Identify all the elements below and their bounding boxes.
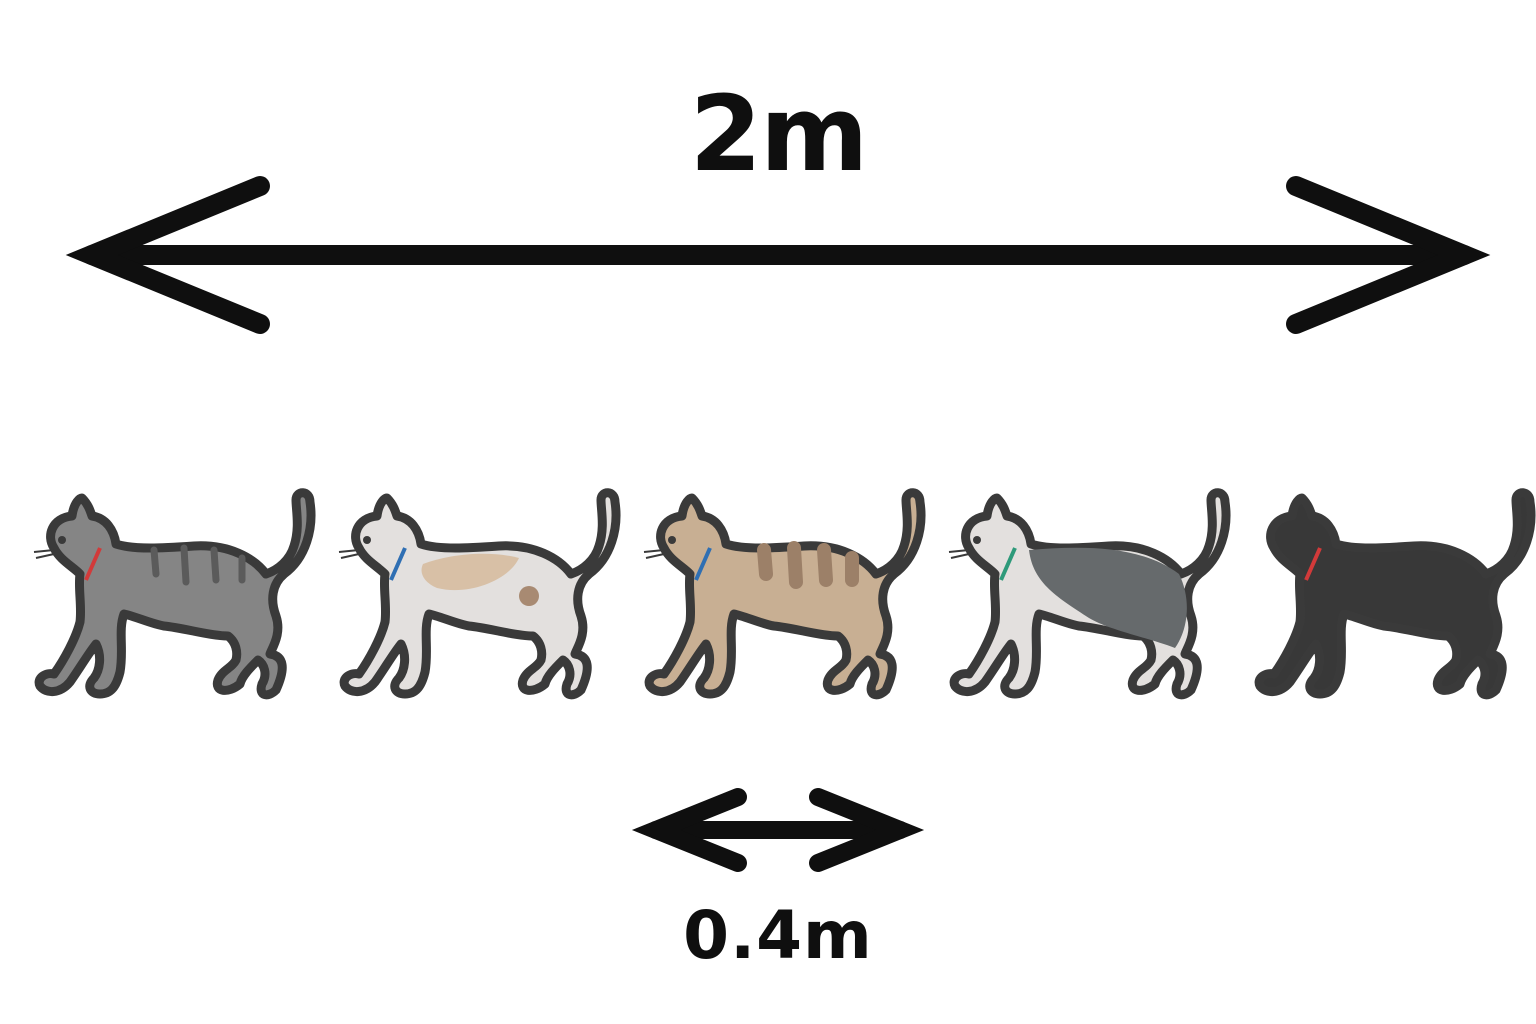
spacing-arrow <box>631 788 925 872</box>
cat-whisker <box>35 553 55 559</box>
cat-eye <box>58 536 66 544</box>
cat-collar <box>389 547 407 581</box>
cat-collar <box>1304 547 1322 581</box>
fur-stripe <box>150 546 160 578</box>
fur-stripe <box>787 541 803 589</box>
cat-collar <box>694 547 712 581</box>
cat-eye <box>973 536 981 544</box>
cat-whisker <box>950 553 970 559</box>
fur-stripe <box>817 543 833 587</box>
cat-body <box>649 493 921 695</box>
cat-whisker <box>338 549 360 553</box>
calico-cat <box>338 493 616 695</box>
orange-tabby-cat <box>643 493 921 695</box>
cat-eye <box>668 536 676 544</box>
fur-patch <box>421 553 519 591</box>
cats-row <box>33 493 1531 695</box>
spacing-label: 0.4m <box>683 897 873 974</box>
fur-stripe <box>757 543 773 581</box>
cat-whisker <box>340 553 360 559</box>
cat-collar <box>999 547 1017 581</box>
cat-whisker <box>33 549 55 553</box>
cat-whisker <box>645 553 665 559</box>
fur-stripe <box>180 544 190 586</box>
fur-stripe <box>210 546 220 584</box>
black-cat <box>1259 493 1531 695</box>
cat-body <box>39 493 311 695</box>
cat-body <box>344 493 616 695</box>
grey-tabby-cat <box>33 493 311 695</box>
cat-whisker <box>643 549 665 553</box>
cat-body <box>1259 493 1531 695</box>
cat-whisker <box>948 549 970 553</box>
total-length-label: 2m <box>689 73 869 195</box>
fur-spot <box>519 586 539 606</box>
cat-eye <box>363 536 371 544</box>
fur-patch <box>1029 547 1187 648</box>
total-length-arrow <box>65 176 1491 334</box>
cat-collar <box>84 547 102 581</box>
grey-white-cat <box>948 493 1226 695</box>
